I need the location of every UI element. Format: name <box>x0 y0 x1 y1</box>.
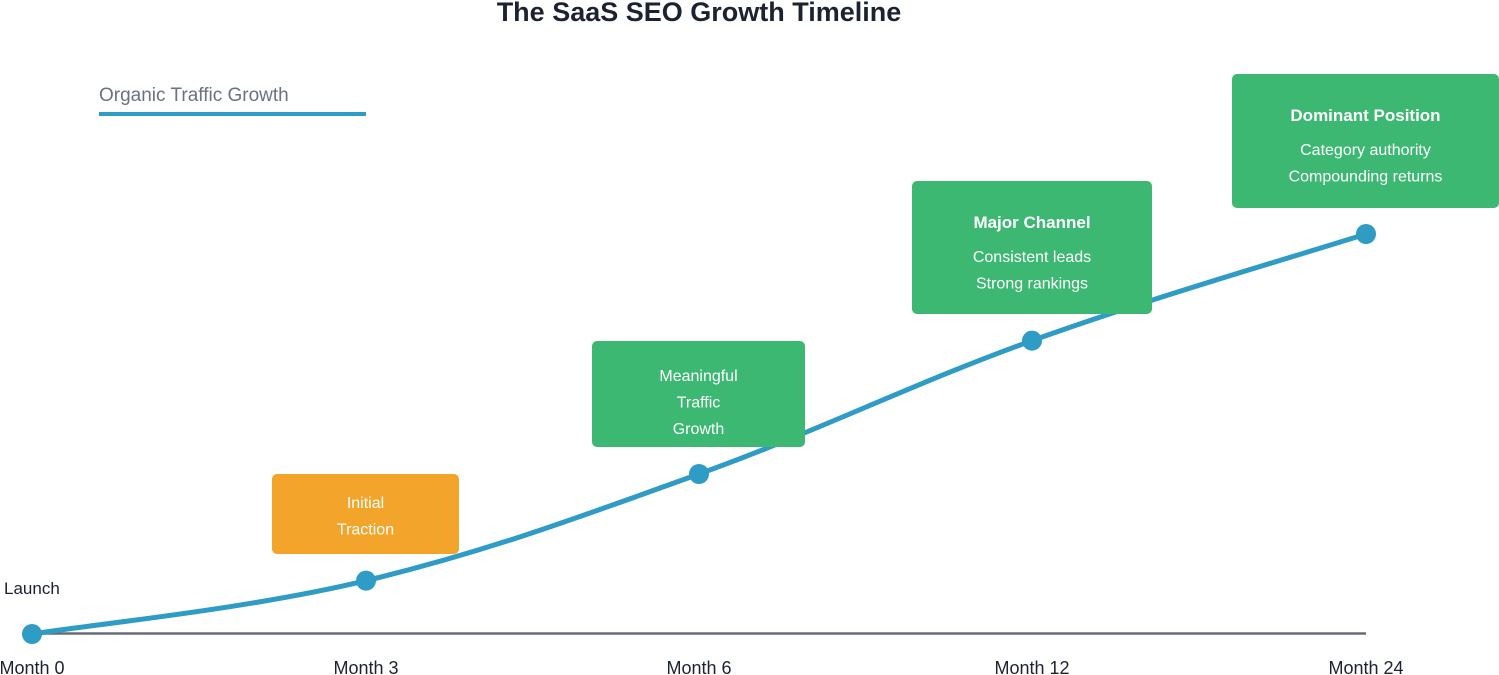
milestone-text: Traction <box>337 522 394 539</box>
milestone-text: Compounding returns <box>1289 169 1443 186</box>
milestone-text: Consistent leads <box>973 249 1091 266</box>
milestone-boxes: Initial Traction Meaningful Traffic Growth Ma… <box>272 74 1499 554</box>
milestone-box-bg <box>1232 74 1499 208</box>
data-point-month-3 <box>356 570 376 591</box>
x-tick-label: Month 24 <box>1328 658 1403 675</box>
legend-label: Organic Traffic Growth <box>99 85 289 106</box>
data-point-month-6 <box>689 464 709 484</box>
milestone-box-1: Initial Traction <box>272 474 459 554</box>
milestone-box-bg <box>592 341 805 447</box>
data-point-month-0 <box>22 624 42 644</box>
x-tick-label: Month 6 <box>666 658 731 675</box>
data-point-month-24 <box>1356 224 1376 244</box>
milestone-box-bg <box>272 474 459 554</box>
milestone-box-4: Dominant Position Category authority Compo… <box>1232 74 1499 208</box>
milestone-box-3: Major Channel Consistent leads Strong rank… <box>912 181 1152 314</box>
milestone-text: Strong rankings <box>976 276 1088 293</box>
milestone-text: Traffic <box>677 395 721 412</box>
milestone-box-bg <box>912 181 1152 314</box>
x-tick-label: Month 3 <box>333 658 398 675</box>
milestone-text: Meaningful <box>659 368 737 385</box>
x-tick-labels: Month 0 Month 3 Month 6 Month 12 Month 24 <box>0 658 1404 675</box>
milestone-heading: Dominant Position <box>1290 106 1440 125</box>
milestone-text: Initial <box>347 495 384 512</box>
milestone-text: Category authority <box>1300 142 1431 159</box>
chart-title: The SaaS SEO Growth Timeline <box>497 0 902 27</box>
x-tick-label: Month 12 <box>994 658 1069 675</box>
point-label-launch: Launch <box>4 579 60 598</box>
milestone-text: Growth <box>673 421 725 438</box>
milestone-heading: Major Channel <box>973 213 1090 232</box>
legend: Organic Traffic Growth <box>99 85 366 116</box>
data-points: Launch <box>4 224 1376 644</box>
data-point-month-12 <box>1022 330 1042 351</box>
milestone-box-2: Meaningful Traffic Growth <box>592 341 805 447</box>
x-tick-label: Month 0 <box>0 658 65 675</box>
